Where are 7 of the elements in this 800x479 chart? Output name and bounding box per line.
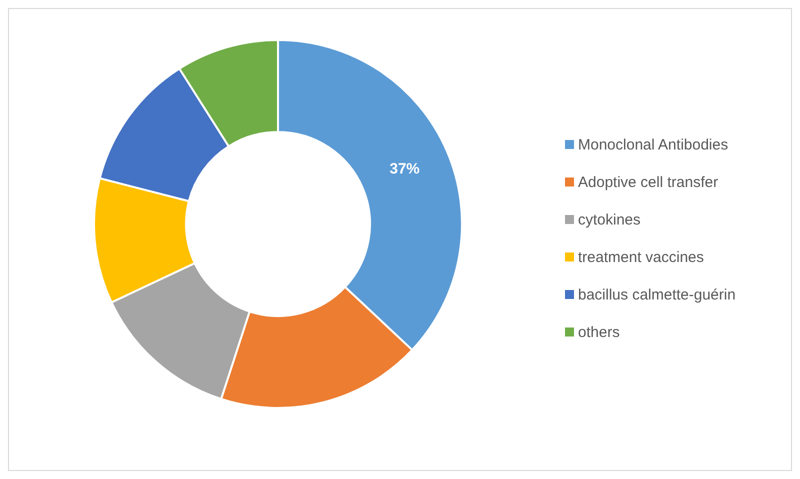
data-label: 37% [390,160,420,178]
legend-label: Monoclonal Antibodies [578,136,728,154]
legend-label: cytokines [578,212,641,228]
legend-label: Adoptive cell transfer [578,174,718,191]
legend-label: bacillus calmette-guérin [578,286,736,304]
legend-label: treatment vaccines [578,249,704,266]
legend-label: others [578,324,620,341]
